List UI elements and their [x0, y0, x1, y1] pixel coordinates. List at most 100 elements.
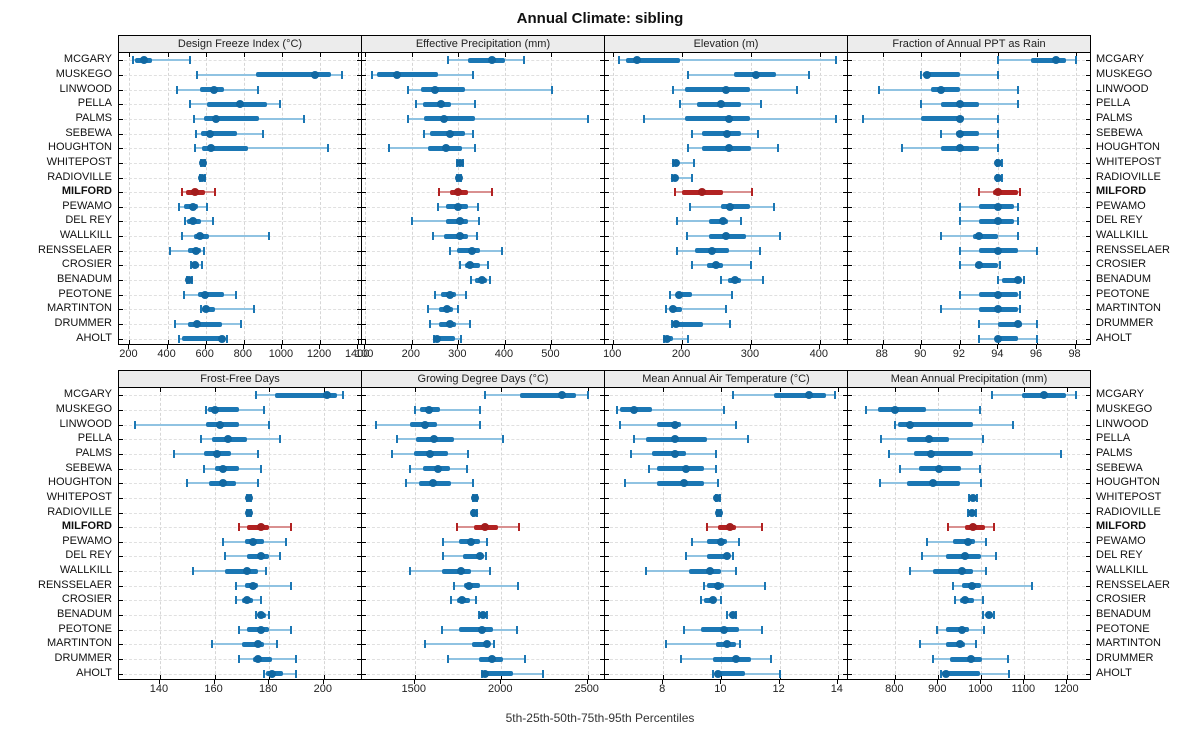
row-tick-right — [600, 571, 604, 573]
row-tick-left — [119, 483, 123, 485]
row-tick-right — [843, 338, 847, 340]
row-tick-right — [600, 644, 604, 646]
median-dot — [724, 114, 733, 123]
row-tick-left — [362, 453, 366, 455]
cap-5th — [679, 655, 682, 664]
axis-tick-top — [938, 388, 940, 392]
median-dot — [682, 464, 691, 473]
gridline-horizontal — [119, 280, 361, 282]
iqr-bar-25-75 — [200, 131, 238, 137]
row-tick-right — [357, 236, 361, 238]
station-label-muskego: MUSKEGO — [1096, 67, 1153, 80]
cap-5th — [262, 669, 265, 678]
cap-5th — [690, 129, 693, 138]
row-tick-right — [357, 483, 361, 485]
axis-tick-top — [551, 53, 553, 57]
gridline-vertical — [323, 388, 325, 679]
axis-tick-label: 160 — [204, 683, 223, 695]
row-tick-left — [848, 89, 852, 91]
axis-tick-label: 1400 — [344, 348, 370, 360]
median-dot — [670, 435, 679, 444]
median-dot — [957, 625, 966, 634]
cap-95th — [188, 56, 191, 65]
median-dot — [454, 173, 463, 182]
gridline-horizontal — [605, 615, 847, 617]
panel-title: Growing Degree Days (°C) — [417, 373, 549, 385]
axis-tick-outside — [586, 680, 588, 684]
iqr-bar-25-75 — [274, 392, 338, 398]
iqr-bar-25-75 — [435, 336, 455, 342]
cap-5th — [642, 114, 645, 123]
median-dot — [456, 567, 465, 576]
panel-header-effective-precipitation-mm-: Effective Precipitation (mm) — [361, 35, 605, 53]
row-tick-right — [600, 629, 604, 631]
cap-95th — [760, 100, 763, 109]
iqr-bar-25-75 — [946, 627, 969, 633]
axis-tick-outside — [242, 345, 244, 349]
cap-5th — [415, 100, 417, 109]
median-dot — [705, 567, 714, 576]
median-dot — [478, 625, 487, 634]
gridline-vertical — [159, 388, 161, 679]
cap-95th — [489, 276, 492, 285]
cap-5th — [177, 334, 180, 343]
median-dot — [924, 435, 933, 444]
cap-95th — [488, 567, 491, 576]
cap-5th — [630, 449, 633, 458]
row-tick-left — [119, 600, 123, 602]
gridline-horizontal — [362, 324, 604, 326]
gridline-horizontal — [605, 395, 847, 397]
iqr-bar-25-75 — [214, 466, 240, 472]
cap-95th — [479, 420, 482, 429]
row-tick-right — [843, 104, 847, 106]
cap-95th — [746, 435, 749, 444]
axis-tick-label: 400 — [809, 348, 828, 360]
station-label-del-rey: DEL REY — [65, 214, 112, 227]
row-tick-left — [605, 236, 609, 238]
cap-5th — [946, 523, 949, 532]
row-tick-left — [848, 118, 852, 120]
panel-header-mean-annual-precipitation-mm-: Mean Annual Precipitation (mm) — [847, 370, 1091, 388]
gridline-vertical — [721, 388, 723, 679]
iqr-bar-25-75 — [203, 116, 260, 122]
axis-tick-bottom — [320, 340, 322, 344]
iqr-bar-25-75 — [443, 233, 469, 239]
median-dot — [698, 188, 707, 197]
iqr-bar-25-75 — [684, 116, 750, 122]
cap-95th — [475, 232, 478, 241]
cap-95th — [252, 305, 255, 314]
row-tick-left — [848, 133, 852, 135]
cap-95th — [995, 552, 998, 561]
whisker-5-95 — [135, 423, 270, 426]
row-tick-right — [843, 629, 847, 631]
row-tick-right — [1086, 453, 1090, 455]
row-tick-right — [1086, 221, 1090, 223]
cap-5th — [647, 464, 650, 473]
cap-95th — [516, 581, 519, 590]
gridline-vertical — [129, 53, 131, 344]
median-dot — [731, 655, 740, 664]
cap-5th — [413, 405, 416, 414]
cap-5th — [967, 493, 970, 502]
axis-tick-outside — [749, 345, 751, 349]
cap-5th — [617, 56, 620, 65]
station-label-mcgary: MCGARY — [1096, 53, 1145, 66]
row-tick-right — [843, 644, 847, 646]
axis-tick-top — [281, 53, 283, 57]
axis-tick-outside — [322, 680, 324, 684]
cap-95th — [257, 479, 260, 488]
whisker-5-95 — [889, 452, 1062, 455]
row-tick-right — [600, 236, 604, 238]
row-tick-left — [605, 338, 609, 340]
median-dot — [994, 246, 1003, 255]
cap-95th — [472, 70, 475, 79]
row-tick-left — [119, 177, 123, 179]
cap-5th — [726, 611, 729, 620]
row-tick-left — [362, 60, 366, 62]
axis-tick-bottom — [501, 675, 503, 679]
cap-95th — [485, 552, 487, 561]
station-label-benadum: BENADUM — [56, 273, 112, 286]
cap-5th — [615, 405, 618, 414]
median-dot — [671, 158, 680, 167]
median-dot — [731, 276, 740, 285]
